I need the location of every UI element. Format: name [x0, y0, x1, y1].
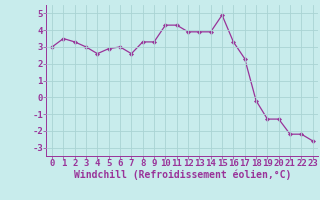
- X-axis label: Windchill (Refroidissement éolien,°C): Windchill (Refroidissement éolien,°C): [74, 170, 291, 180]
